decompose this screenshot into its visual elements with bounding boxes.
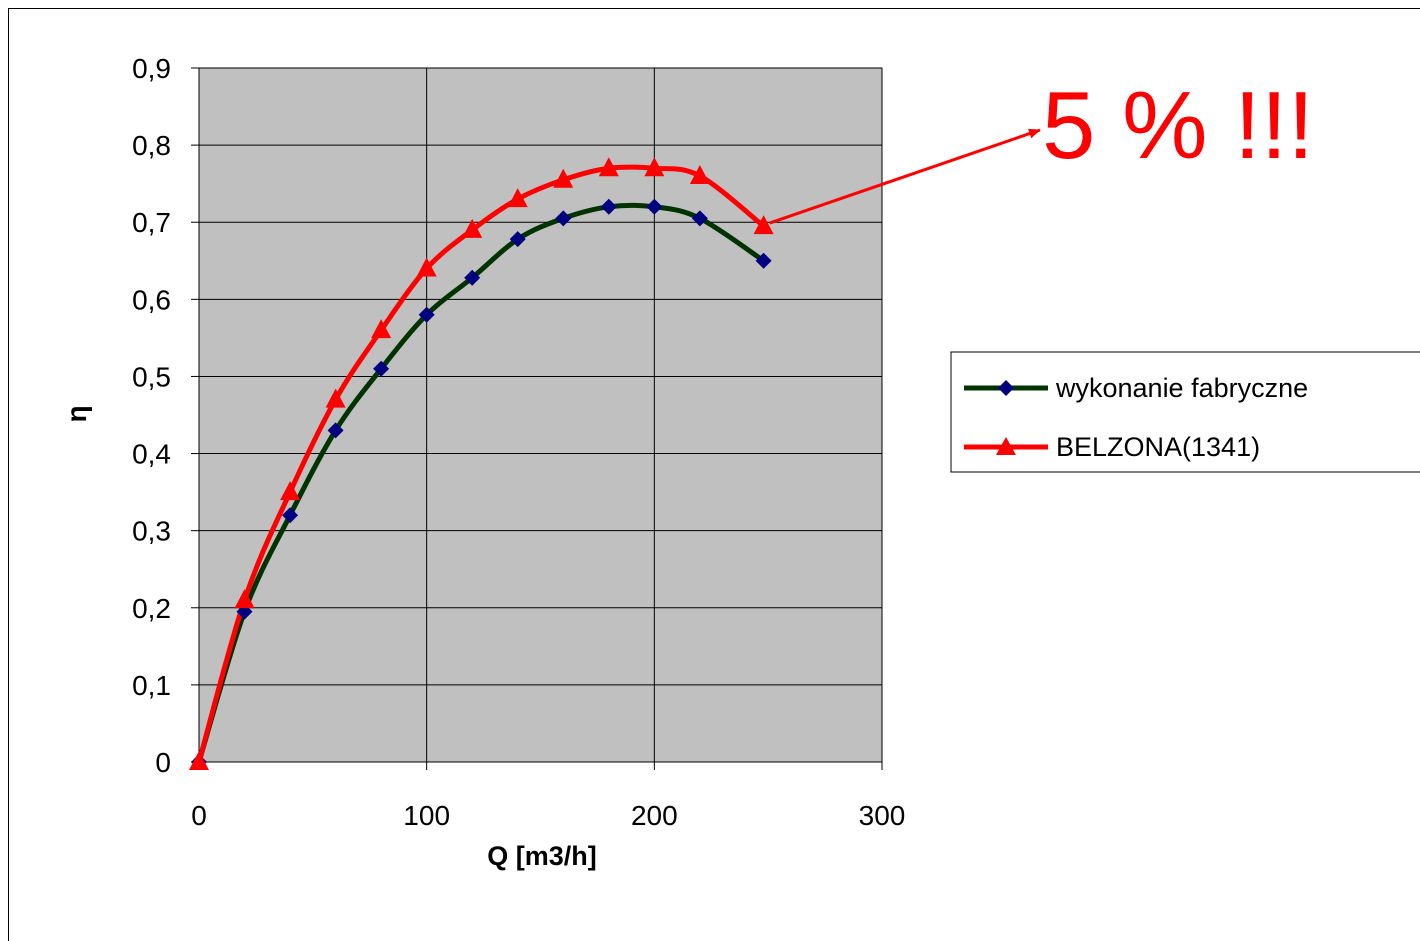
y-tick-label: 0 — [155, 747, 171, 778]
data-point-triangle — [234, 589, 255, 609]
data-point-triangle — [689, 164, 710, 184]
data-point-triangle — [507, 188, 528, 208]
y-tick-label: 0,4 — [132, 439, 171, 470]
legend-label-factory: wykonanie fabryczne — [1055, 373, 1308, 403]
y-tick-label: 0,7 — [132, 207, 171, 238]
grid-lines — [199, 67, 883, 762]
data-point-triangle — [462, 218, 483, 238]
annotation-text: 5 % !!! — [1042, 72, 1314, 179]
y-tick-label: 0,6 — [132, 284, 171, 315]
data-point-triangle — [644, 157, 665, 177]
data-point-triangle — [598, 157, 619, 177]
data-point-triangle — [416, 257, 437, 277]
y-tick-label: 0,1 — [132, 670, 171, 701]
y-tick-label: 0,8 — [132, 130, 171, 161]
legend-label-belzona: BELZONA(1341) — [1056, 432, 1260, 462]
data-point-triangle — [753, 215, 774, 235]
y-tick-label: 0,9 — [132, 53, 171, 84]
legend-marker-belzona — [996, 437, 1016, 455]
legend: wykonanie fabryczne BELZONA(1341) — [950, 351, 1420, 473]
data-point-triangle — [189, 751, 209, 770]
tick-labels: 0 0,1 0,2 0,3 0,4 0,5 0,6 0,7 0,8 0,9 0 100 200 300 — [132, 53, 905, 831]
series-markers — [189, 157, 774, 770]
data-point-triangle — [325, 388, 346, 408]
data-point-diamond — [755, 252, 772, 269]
y-axis-label: η — [61, 405, 92, 422]
data-point-triangle — [553, 168, 574, 188]
data-point-diamond — [555, 210, 572, 227]
x-tick-label: 0 — [191, 800, 207, 831]
y-tick-label: 0,2 — [132, 593, 171, 624]
axes — [191, 67, 883, 770]
x-axis-label: Q [m3/h] — [487, 841, 597, 871]
data-point-diamond — [282, 507, 299, 524]
data-point-diamond — [464, 269, 481, 286]
legend-marker-factory — [998, 380, 1014, 396]
data-point-diamond — [691, 210, 708, 227]
y-tick-label: 0,3 — [132, 516, 171, 547]
plot-area — [198, 67, 883, 763]
x-tick-label: 100 — [403, 800, 450, 831]
data-point-diamond — [646, 198, 663, 215]
x-tick-label: 300 — [859, 800, 906, 831]
data-point-triangle — [371, 319, 392, 339]
data-point-diamond — [327, 422, 344, 439]
data-point-diamond — [600, 198, 617, 215]
data-point-diamond — [418, 306, 435, 323]
legend-box — [950, 351, 1420, 473]
data-point-diamond — [509, 231, 526, 248]
y-tick-label: 0,5 — [132, 361, 171, 392]
annotation-arrow — [769, 128, 1041, 225]
data-point-triangle — [280, 481, 301, 501]
data-point-diamond — [373, 360, 390, 377]
x-tick-label: 200 — [631, 800, 678, 831]
